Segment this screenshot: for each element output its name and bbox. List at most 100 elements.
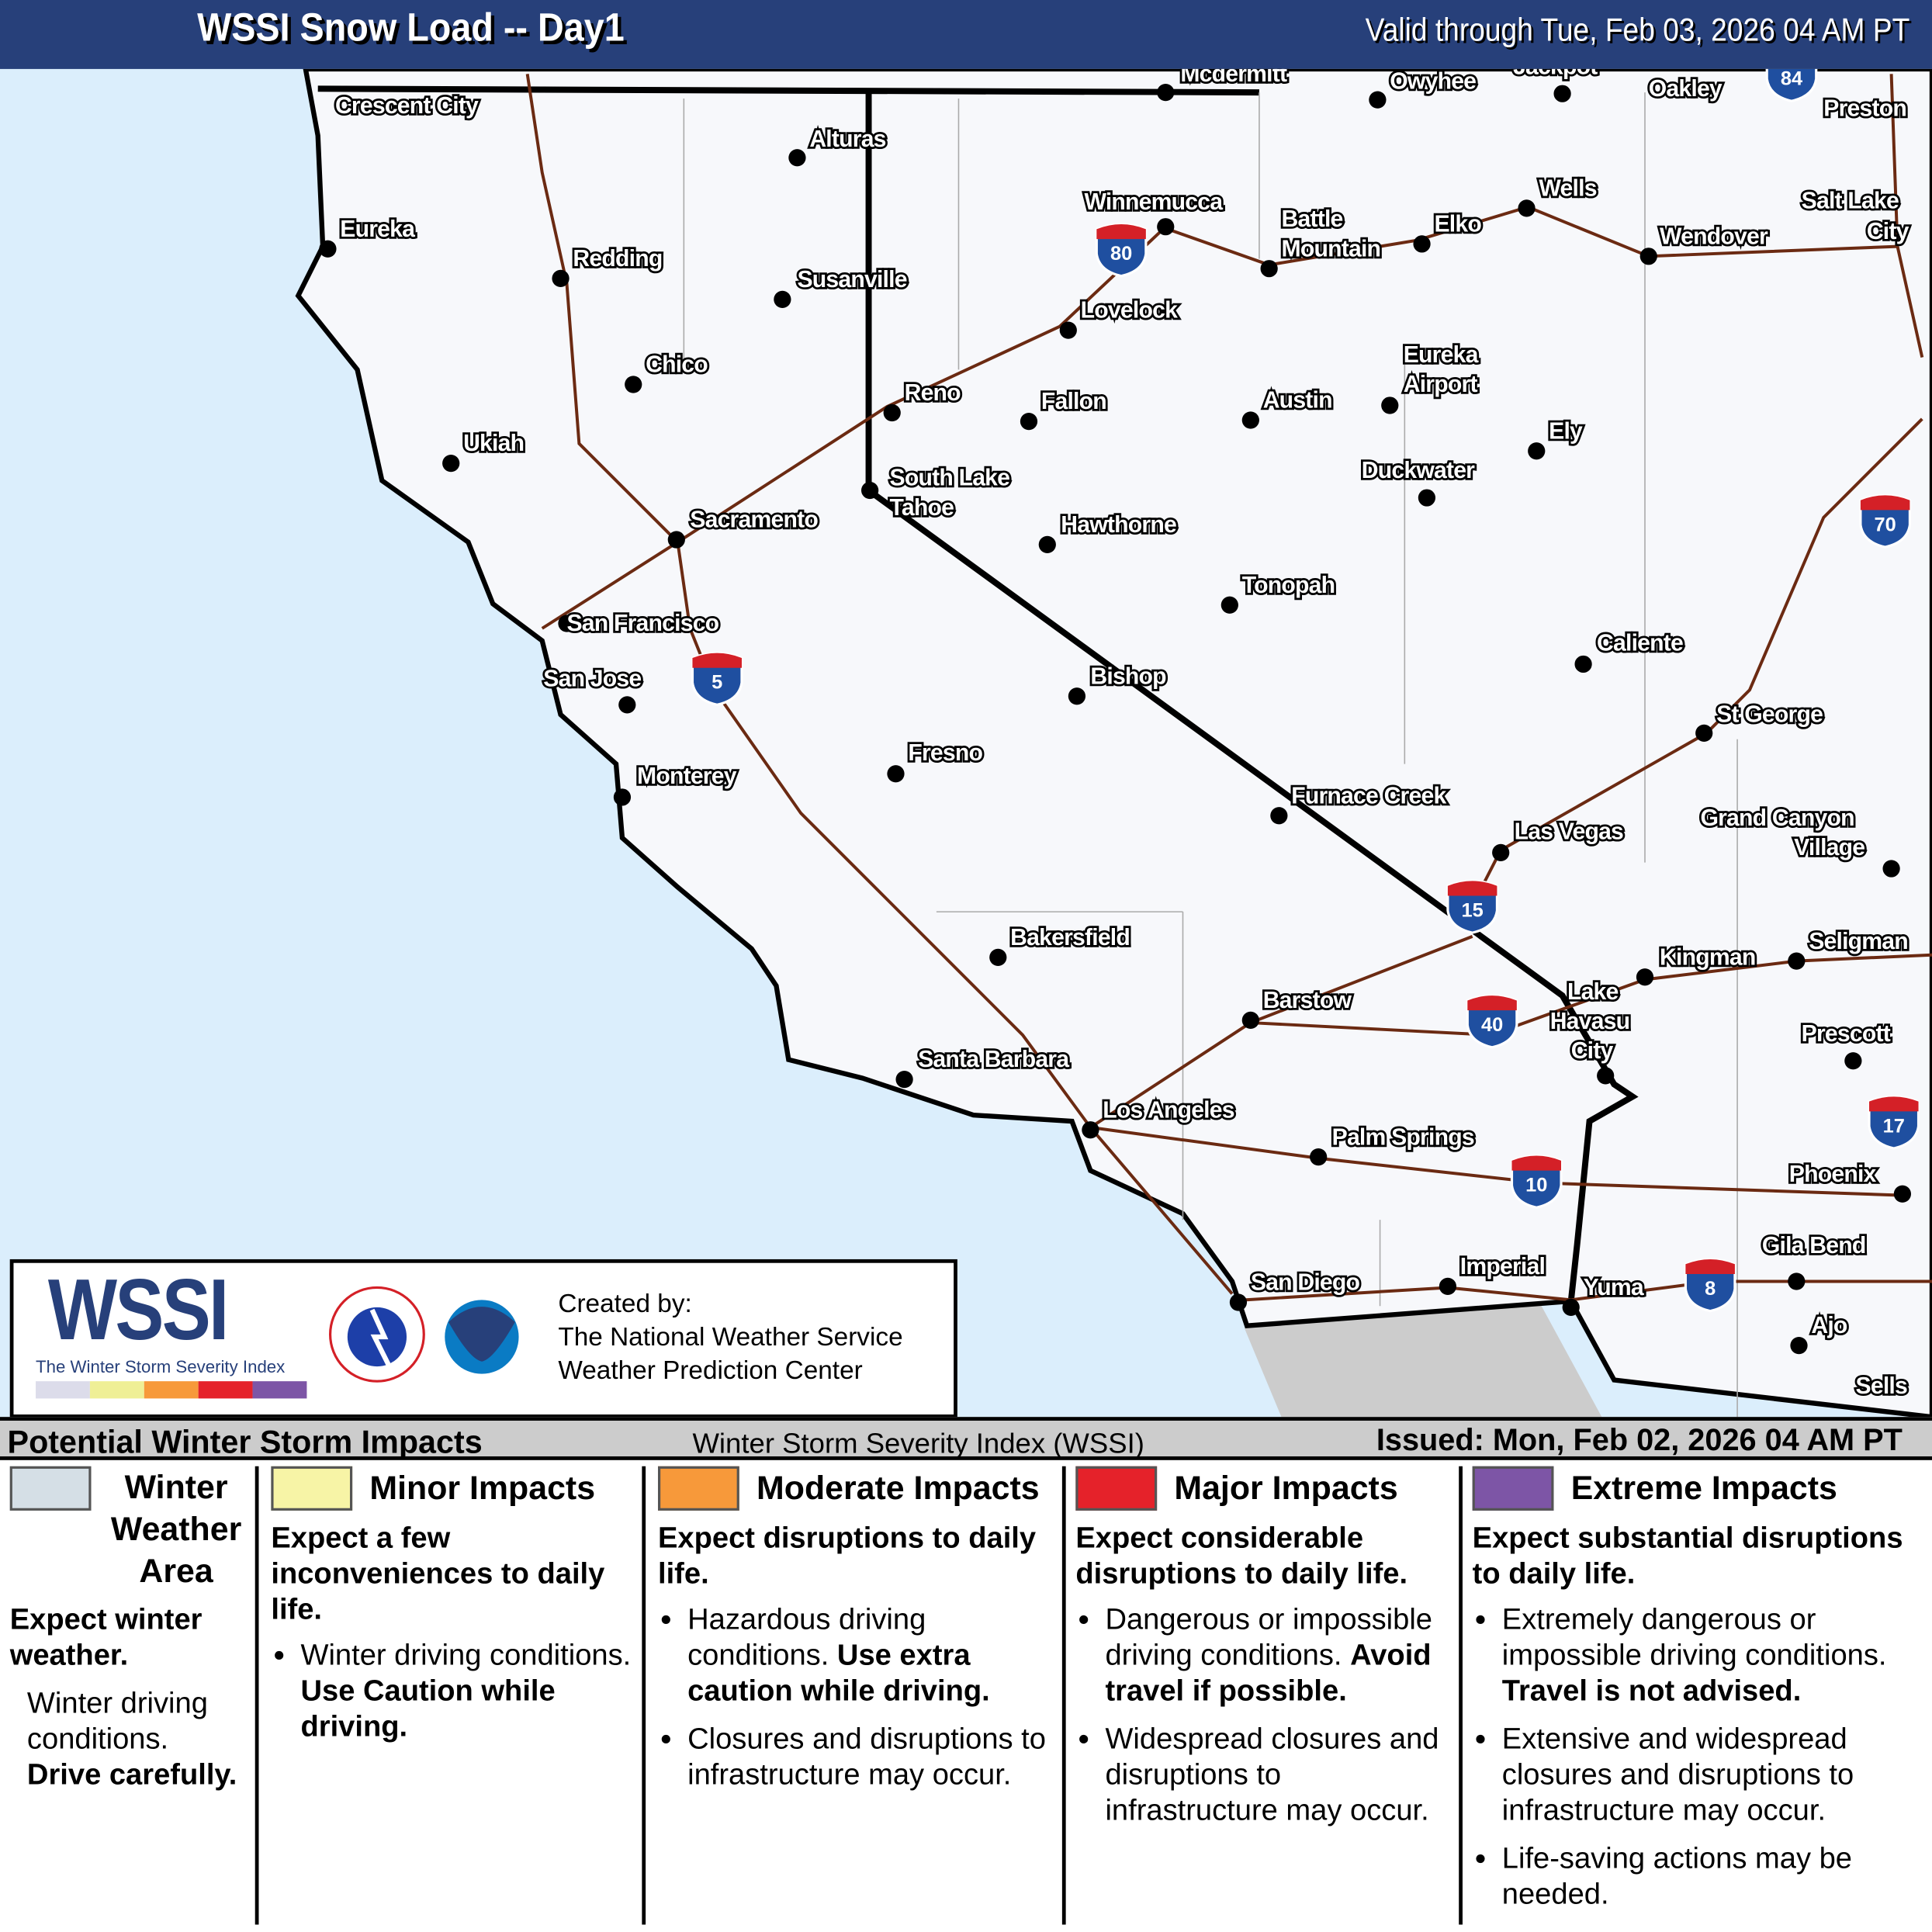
city-dot (1788, 952, 1806, 970)
city-label: Lake (1567, 979, 1619, 1005)
city-dot (887, 765, 905, 783)
city-label: Yuma (1584, 1275, 1644, 1300)
category-summary: Expect considerable disruptions to daily… (1075, 1522, 1408, 1591)
city-label: Monterey (637, 763, 737, 789)
swatch-moderate (657, 1466, 739, 1511)
city-dot (1492, 843, 1510, 862)
city-dot (1439, 1277, 1457, 1295)
bullet: Widespread closures and disruptions to i… (1105, 1721, 1459, 1828)
city-label: Fresno (908, 740, 982, 766)
city-dot (1241, 411, 1259, 429)
city-dot (1418, 489, 1436, 507)
interstate-shield-17: 17 (1868, 1095, 1920, 1150)
city-label: Susanville (797, 267, 906, 293)
city-label: Seligman (1809, 929, 1908, 954)
city-dot (558, 615, 576, 632)
city-dot (1788, 1272, 1806, 1290)
city-label: Kingman (1660, 944, 1755, 970)
city-dot (1597, 1067, 1615, 1085)
bullet: Closures and disruptions to infrastructu… (687, 1721, 1065, 1792)
city-dot (1082, 1121, 1099, 1139)
title-bar: WSSI Snow Load -- Day1 Valid through Tue… (0, 0, 1932, 69)
city-dot (1882, 860, 1900, 878)
svg-text:70: 70 (1875, 514, 1896, 535)
created-by-label: Created by: (558, 1290, 692, 1319)
city-label: Austin (1263, 388, 1332, 414)
city-label: Ely (1549, 418, 1583, 444)
city-label: Mcdermitt (1180, 69, 1287, 87)
city-label: Barstow (1263, 988, 1352, 1013)
city-label: Havasu (1550, 1009, 1630, 1034)
scale-swatch (89, 1381, 144, 1399)
city-dot (1220, 596, 1238, 614)
city-label: Airport (1404, 372, 1478, 397)
city-dot (1574, 655, 1592, 673)
city-dot (1020, 412, 1038, 431)
city-dot (552, 269, 570, 288)
city-dot (774, 290, 791, 309)
city-dot (1310, 1148, 1328, 1166)
land (295, 68, 1932, 1418)
city-dot (1157, 83, 1175, 102)
category-name: Major Impacts (1174, 1469, 1398, 1507)
category-detail: Winter driving conditions. (26, 1686, 208, 1756)
city-label: San Jose (543, 667, 641, 692)
interstate-shield-70: 70 (1859, 493, 1912, 549)
legend-header: Potential Winter Storm Impacts Winter St… (0, 1417, 1932, 1460)
state-borders (317, 85, 1639, 1302)
bullet: Life-saving actions may be needed. (1502, 1840, 1928, 1912)
svg-text:15: 15 (1462, 899, 1484, 921)
city-label: South Lake (890, 466, 1010, 491)
city-label: Ajo (1811, 1313, 1847, 1338)
interstate-shield-8: 8 (1684, 1258, 1736, 1313)
city-dot (1639, 248, 1657, 265)
city-dot (1518, 199, 1536, 217)
category-name: Moderate Impacts (757, 1469, 1040, 1507)
category-summary: Expect disruptions to daily life. (657, 1522, 1037, 1591)
city-label: Lovelock (1081, 298, 1178, 324)
map[interactable]: Crescent City Alturas Mcdermitt Owyhee Jackp… (0, 68, 1932, 1418)
swatch-minor (271, 1466, 353, 1511)
city-label: Winnemucca (1084, 189, 1223, 215)
city-label: Village (1794, 835, 1864, 860)
city-label: Sells (1856, 1373, 1907, 1399)
bullet: Extensive and widespread closures and di… (1502, 1721, 1928, 1828)
svg-text:17: 17 (1883, 1115, 1905, 1137)
city-label: Chico (646, 352, 708, 378)
swatch-extreme (1472, 1466, 1554, 1511)
city-label: Hawthorne (1061, 512, 1176, 538)
city-dot (788, 149, 806, 167)
city-dot (1157, 218, 1175, 236)
severity-scale (36, 1381, 307, 1399)
interstate-shield-10: 10 (1510, 1155, 1563, 1209)
city-label: Elko (1434, 212, 1481, 237)
swatch-major (1075, 1466, 1158, 1511)
city-dot (613, 788, 632, 806)
legend-col-moderate: Moderate Impacts Expect disruptions to d… (642, 1466, 1065, 1925)
city-label: Wendover (1660, 223, 1768, 249)
city-label: Owyhee (1390, 69, 1476, 94)
city-dot (1229, 1293, 1248, 1311)
city-dot (1553, 85, 1571, 102)
city-dot (1369, 91, 1387, 109)
city-dot (1068, 687, 1086, 705)
city-dot (1260, 260, 1278, 278)
svg-text:40: 40 (1481, 1014, 1503, 1036)
map-title: WSSI Snow Load -- Day1 (197, 5, 625, 50)
city-label: Caliente (1597, 630, 1683, 656)
category-name: Extreme Impacts (1570, 1469, 1837, 1507)
city-label: Battle (1282, 206, 1343, 232)
category-summary: Expect a few inconveniences to daily lif… (271, 1522, 605, 1627)
city-dot (442, 454, 460, 473)
city-dot (1695, 724, 1713, 742)
city-label: San Diego (1251, 1270, 1360, 1296)
city-label: Duckwater (1362, 458, 1475, 483)
city-label: Eureka (1404, 342, 1479, 368)
city-label: Reno (905, 380, 961, 406)
city-dot (1893, 1185, 1912, 1203)
interstate-shield-5: 5 (691, 652, 743, 706)
scale-swatch (36, 1381, 90, 1399)
wssi-logo: WSSI (47, 1262, 229, 1358)
city-label: Imperial (1460, 1254, 1545, 1279)
legend-col-major: Major Impacts Expect considerable disrup… (1061, 1466, 1460, 1925)
